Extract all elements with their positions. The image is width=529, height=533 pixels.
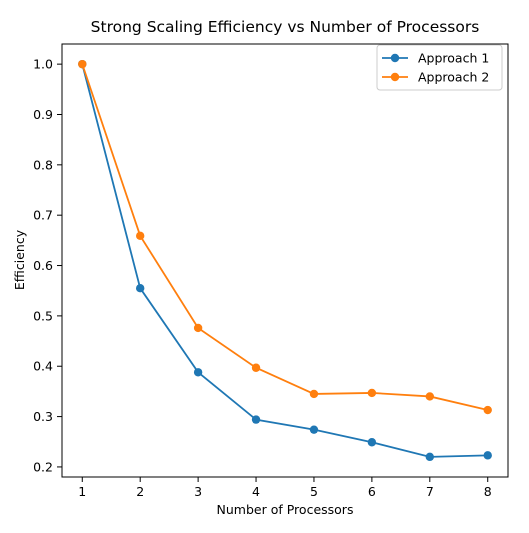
series-line-1	[81, 63, 488, 458]
x-tick-label: 3	[194, 484, 202, 499]
series-1-point	[483, 451, 492, 460]
x-tick-label: 1	[78, 484, 86, 499]
legend-frame	[376, 44, 503, 91]
x-tick-label: 2	[136, 484, 144, 499]
x-tick-label: 5	[310, 484, 318, 499]
y-tick-label: 0.6	[33, 258, 53, 273]
series-line-2	[81, 63, 488, 411]
series-1-point	[367, 438, 377, 447]
series-2-point	[193, 323, 203, 333]
chart-title: Strong Scaling Efficiency vs Number of P…	[91, 18, 480, 36]
legend-label-2: Approach 2	[418, 70, 489, 85]
y-axis-label: Efficiency	[12, 229, 27, 290]
series-2-point	[251, 363, 261, 372]
legend: Approach 1 Approach 2	[376, 44, 503, 91]
series-layer	[78, 59, 492, 462]
y-tick-label: 0.4	[33, 359, 53, 374]
y-tick-label: 1.0	[33, 57, 53, 72]
y-tick-label: 0.8	[33, 157, 53, 172]
series-1-point	[309, 425, 319, 434]
x-axis: 1 2 3 4 5 6 7 8	[78, 477, 492, 499]
y-tick-label: 0.9	[33, 107, 53, 122]
series-2-point	[367, 388, 377, 398]
series-2-point	[425, 392, 435, 401]
y-tick-label: 0.7	[33, 208, 53, 223]
series-2-point	[78, 59, 87, 69]
legend-marker-2	[390, 72, 400, 82]
x-tick-label: 4	[252, 484, 260, 499]
legend-label-1: Approach 1	[418, 51, 489, 66]
series-2-point	[309, 389, 319, 399]
x-tick-label: 7	[426, 484, 434, 499]
y-axis: 0.2 0.3 0.4 0.5 0.6 0.7 0.8 0.9 1.0	[33, 57, 62, 474]
x-tick-label: 8	[484, 484, 492, 499]
series-2-point	[483, 405, 492, 415]
plot-frame	[61, 43, 509, 478]
series-1-point	[425, 452, 435, 462]
y-tick-label: 0.3	[33, 409, 53, 424]
y-tick-label: 0.5	[33, 308, 53, 323]
series-1-point	[135, 283, 145, 293]
series-1-point	[193, 368, 203, 377]
x-tick-label: 6	[368, 484, 376, 499]
y-tick-label: 0.2	[33, 459, 53, 474]
legend-marker-1	[390, 53, 400, 63]
x-axis-label: Number of Processors	[217, 502, 354, 517]
series-1-point	[251, 415, 261, 424]
series-2-point	[135, 231, 145, 241]
